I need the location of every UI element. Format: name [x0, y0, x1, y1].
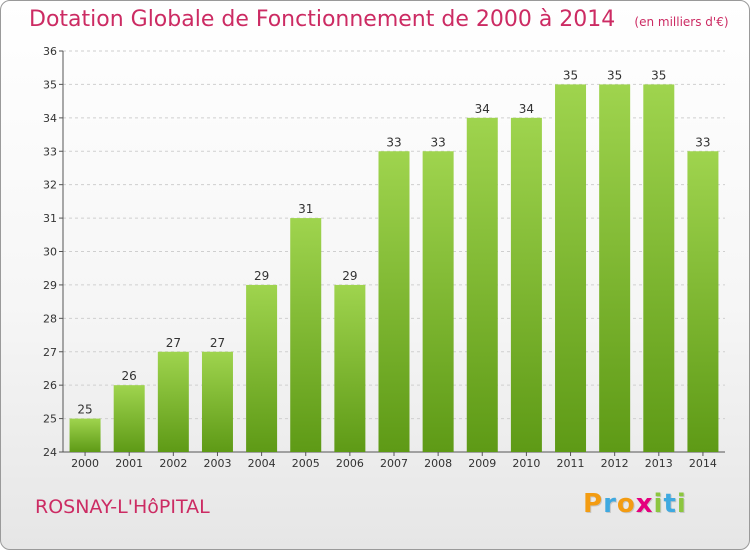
bar — [201, 351, 233, 452]
x-tick-label: 2000 — [71, 457, 99, 470]
bar-value-label: 34 — [519, 102, 534, 116]
bar-value-label: 26 — [122, 369, 137, 383]
bar — [334, 284, 366, 452]
bar-value-label: 33 — [386, 135, 401, 149]
bar — [157, 351, 189, 452]
bar — [246, 284, 278, 452]
x-tick-label: 2014 — [689, 457, 717, 470]
bar-value-label: 33 — [695, 135, 710, 149]
bar-value-label: 29 — [342, 269, 357, 283]
logo-letter: o — [616, 489, 636, 519]
bar — [466, 117, 498, 452]
y-tick-label: 32 — [43, 179, 57, 192]
y-tick-label: 27 — [43, 346, 57, 359]
y-tick-label: 35 — [43, 78, 57, 91]
y-tick-label: 33 — [43, 145, 57, 158]
bar-value-label: 35 — [651, 68, 666, 82]
x-tick-label: 2012 — [601, 457, 629, 470]
bar — [687, 151, 719, 452]
y-tick-label: 24 — [43, 446, 57, 459]
x-tick-label: 2006 — [336, 457, 364, 470]
x-tick-label: 2001 — [115, 457, 143, 470]
bar — [422, 151, 454, 452]
x-tick-label: 2007 — [380, 457, 408, 470]
x-tick-label: 2005 — [292, 457, 320, 470]
x-tick-label: 2003 — [203, 457, 231, 470]
bar-value-label: 35 — [607, 68, 622, 82]
bar-value-label: 31 — [298, 202, 313, 216]
x-tick-label: 2013 — [645, 457, 673, 470]
bar — [643, 84, 675, 453]
bar-value-label: 33 — [430, 135, 445, 149]
bar — [599, 84, 631, 453]
x-tick-label: 2011 — [557, 457, 585, 470]
y-tick-label: 26 — [43, 379, 57, 392]
x-tick-label: 2008 — [424, 457, 452, 470]
y-tick-label: 31 — [43, 212, 57, 225]
x-tick-label: 2004 — [248, 457, 276, 470]
logo-letter: i — [653, 489, 664, 519]
bar — [378, 151, 410, 452]
logo-letter: P — [583, 489, 604, 519]
y-tick-label: 36 — [43, 45, 57, 58]
y-tick-label: 28 — [43, 312, 57, 325]
y-tick-label: 30 — [43, 246, 57, 259]
chart-unit: (en milliers d'€) — [634, 15, 729, 29]
x-tick-label: 2009 — [468, 457, 496, 470]
bar — [69, 418, 101, 452]
logo-letter: x — [635, 489, 654, 519]
x-tick-label: 2002 — [159, 457, 187, 470]
bar-value-label: 29 — [254, 269, 269, 283]
y-tick-label: 29 — [43, 279, 57, 292]
x-tick-label: 2010 — [512, 457, 540, 470]
bar — [290, 218, 322, 452]
logo-letter: i — [676, 489, 687, 519]
logo-letter: r — [603, 489, 617, 519]
commune-name: ROSNAY-L'HôPITAL — [35, 496, 210, 518]
chart-title-block: Dotation Globale de Fonctionnement de 20… — [29, 7, 729, 32]
bar-value-label: 35 — [563, 68, 578, 82]
bar-value-label: 25 — [77, 403, 92, 417]
chart-title: Dotation Globale de Fonctionnement de 20… — [29, 7, 616, 32]
bar — [555, 84, 587, 453]
proxiti-logo: Proxiti — [583, 489, 687, 519]
y-tick-label: 25 — [43, 413, 57, 426]
bar — [113, 385, 145, 452]
bar — [510, 117, 542, 452]
bar-value-label: 27 — [210, 336, 225, 350]
bar-value-label: 34 — [475, 102, 490, 116]
bar-value-label: 27 — [166, 336, 181, 350]
logo-letter: t — [663, 489, 677, 519]
y-tick-label: 34 — [43, 112, 57, 125]
